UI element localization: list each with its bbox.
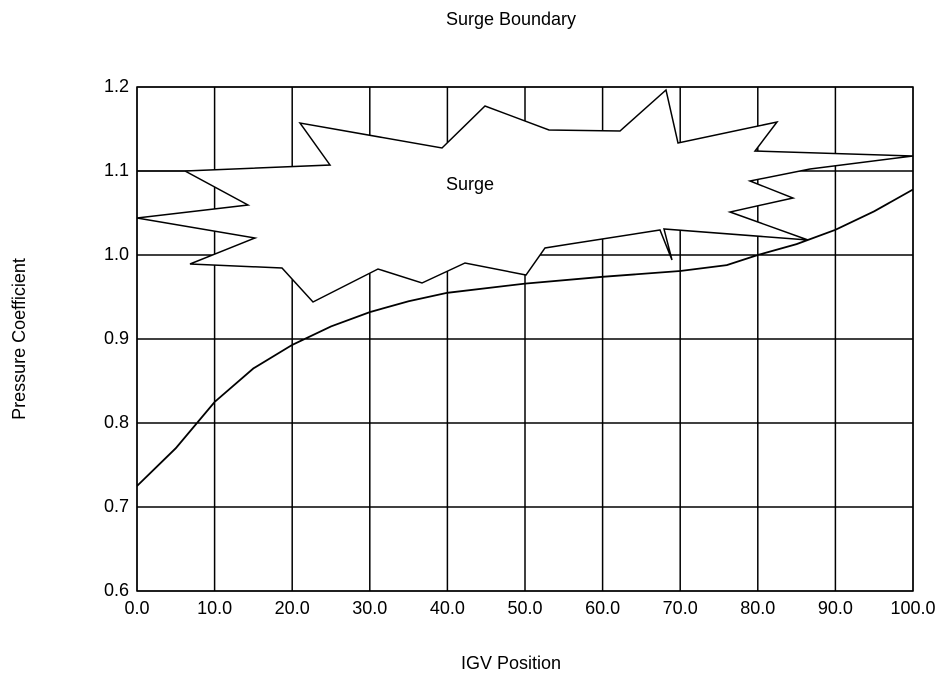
x-tick-label: 100.0 — [890, 598, 935, 618]
y-tick-label: 0.6 — [104, 580, 129, 600]
x-tick-label: 70.0 — [663, 598, 698, 618]
x-tick-label: 20.0 — [275, 598, 310, 618]
surge-burst — [137, 90, 913, 302]
x-tick-label: 50.0 — [507, 598, 542, 618]
x-tick-label: 30.0 — [352, 598, 387, 618]
x-tick-label: 90.0 — [818, 598, 853, 618]
x-tick-label: 10.0 — [197, 598, 232, 618]
y-tick-label: 1.1 — [104, 160, 129, 180]
x-tick-label: 60.0 — [585, 598, 620, 618]
x-tick-label: 80.0 — [740, 598, 775, 618]
y-tick-label: 1.0 — [104, 244, 129, 264]
x-axis-label: IGV Position — [461, 653, 561, 673]
chart: Surge Boundary IGV Position Pressure Coe… — [0, 0, 946, 684]
y-axis-label: Pressure Coefficient — [9, 258, 29, 420]
x-tick-label: 40.0 — [430, 598, 465, 618]
x-tick-label: 0.0 — [124, 598, 149, 618]
annotation: Surge — [446, 174, 494, 194]
y-tick-label: 0.7 — [104, 496, 129, 516]
y-tick-label: 0.8 — [104, 412, 129, 432]
chart-title: Surge Boundary — [446, 9, 576, 29]
y-tick-label: 0.9 — [104, 328, 129, 348]
y-tick-label: 1.2 — [104, 76, 129, 96]
